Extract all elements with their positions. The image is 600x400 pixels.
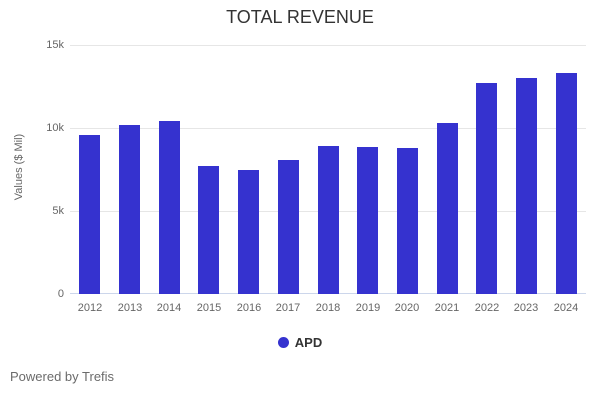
x-tick-label-2024: 2024 [553, 302, 579, 314]
x-tick-label-2017: 2017 [275, 302, 301, 314]
bar-2015[interactable] [198, 166, 219, 294]
y-tick-label-10k: 10k [46, 122, 64, 134]
bar-2012[interactable] [79, 135, 100, 294]
plot-area [70, 45, 586, 294]
x-tick-label-2018: 2018 [315, 302, 341, 314]
x-tick-label-2020: 2020 [394, 302, 420, 314]
bar-2024[interactable] [556, 73, 577, 294]
bar-2017[interactable] [278, 160, 299, 294]
x-tick-label-2023: 2023 [513, 302, 539, 314]
x-tick-label-2012: 2012 [77, 302, 103, 314]
bar-2020[interactable] [397, 148, 418, 294]
bar-2023[interactable] [516, 78, 537, 294]
bar-2013[interactable] [119, 125, 140, 294]
bar-2021[interactable] [437, 123, 458, 294]
y-gridline-15k [70, 45, 586, 46]
y-tick-label-0: 0 [57, 288, 64, 300]
y-tick-label-5k: 5k [52, 205, 64, 217]
x-tick-label-2016: 2016 [236, 302, 262, 314]
legend-item-apd[interactable]: APD [0, 334, 600, 350]
x-tick-label-2019: 2019 [355, 302, 381, 314]
bar-2014[interactable] [159, 121, 180, 294]
bar-2016[interactable] [238, 170, 259, 294]
legend-marker-icon [277, 336, 289, 348]
bar-2018[interactable] [318, 146, 339, 294]
chart-title: TOTAL REVENUE [226, 7, 374, 27]
y-tick-label-15k: 15k [46, 39, 64, 51]
x-tick-label-2021: 2021 [434, 302, 460, 314]
watermark-text: Powered by Trefis [10, 369, 115, 384]
x-tick-label-2013: 2013 [117, 302, 143, 314]
x-tick-label-2022: 2022 [474, 302, 500, 314]
bar-2022[interactable] [476, 83, 497, 294]
legend-label: APD [294, 334, 323, 350]
y-gridline-10k [70, 128, 586, 129]
x-tick-label-2015: 2015 [196, 302, 222, 314]
bar-2019[interactable] [357, 147, 378, 294]
x-tick-label-2014: 2014 [156, 302, 182, 314]
